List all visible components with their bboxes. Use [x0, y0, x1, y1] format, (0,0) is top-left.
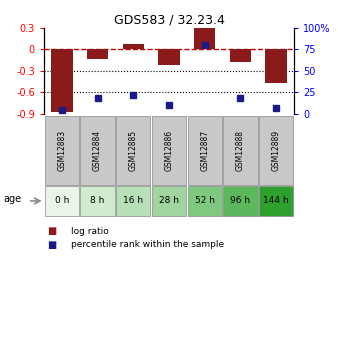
Bar [45, 116, 79, 185]
Text: log ratio: log ratio [71, 227, 109, 236]
Bar [259, 116, 293, 185]
Text: 96 h: 96 h [231, 196, 250, 206]
Bar [123, 44, 144, 49]
Text: 144 h: 144 h [263, 196, 289, 206]
Text: ■: ■ [47, 226, 56, 236]
Bar [45, 186, 79, 216]
Bar [152, 116, 186, 185]
Bar [87, 49, 108, 59]
Text: GSM12888: GSM12888 [236, 130, 245, 170]
Text: percentile rank within the sample: percentile rank within the sample [71, 240, 224, 249]
Text: GSM12886: GSM12886 [165, 129, 173, 171]
Bar [116, 186, 150, 216]
Bar [259, 186, 293, 216]
Bar [80, 186, 115, 216]
Text: GSM12889: GSM12889 [272, 129, 281, 171]
Text: GSM12887: GSM12887 [200, 129, 209, 171]
Text: 8 h: 8 h [90, 196, 105, 206]
Bar [223, 116, 258, 185]
Bar [265, 49, 287, 83]
Bar [158, 49, 180, 65]
Bar [188, 186, 222, 216]
Text: 16 h: 16 h [123, 196, 143, 206]
Text: GSM12884: GSM12884 [93, 129, 102, 171]
Bar [80, 116, 115, 185]
Text: 52 h: 52 h [195, 196, 215, 206]
Title: GDS583 / 32.23.4: GDS583 / 32.23.4 [114, 13, 224, 27]
Text: GSM12883: GSM12883 [57, 129, 66, 171]
Text: age: age [3, 194, 22, 204]
Bar [223, 186, 258, 216]
Text: GSM12885: GSM12885 [129, 129, 138, 171]
Bar [116, 116, 150, 185]
Text: 0 h: 0 h [55, 196, 69, 206]
Bar [230, 49, 251, 62]
Bar [51, 49, 73, 112]
Text: ■: ■ [47, 240, 56, 250]
Bar [188, 116, 222, 185]
Bar [194, 28, 215, 49]
Text: 28 h: 28 h [159, 196, 179, 206]
Bar [152, 186, 186, 216]
